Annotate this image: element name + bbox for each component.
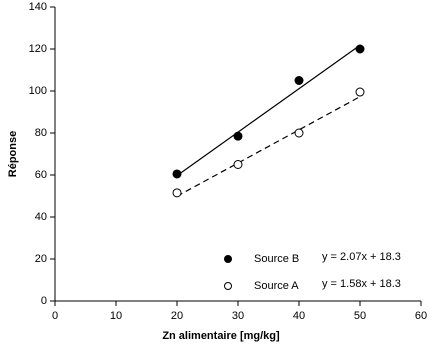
point [172, 169, 182, 179]
x-tick-label: 20 [171, 310, 183, 322]
equation: y = 2.07x + 18.3 [322, 251, 401, 263]
y-axis-label: Réponse [7, 131, 19, 177]
point [355, 87, 365, 97]
point [294, 128, 304, 138]
equation: y = 1.58x + 18.3 [322, 278, 401, 290]
y-tick-label: 60 [35, 169, 47, 181]
trend-line [176, 44, 361, 177]
legend-marker [224, 282, 232, 290]
y-tick-label: 100 [29, 85, 47, 97]
point [233, 160, 243, 169]
trend-line [176, 96, 361, 197]
x-tick-label: 50 [354, 310, 366, 322]
y-tick-label: 140 [29, 1, 47, 13]
legend-label: Source A [254, 280, 299, 292]
x-tick-label: 0 [52, 310, 58, 322]
y-tick-label: 0 [41, 295, 47, 307]
legend-marker [224, 255, 232, 263]
point [233, 131, 243, 141]
x-tick-label: 10 [110, 310, 122, 322]
point [172, 188, 182, 198]
y-tick-label: 120 [29, 43, 47, 55]
y-tick-label: 80 [35, 127, 47, 139]
x-tick-label: 40 [293, 310, 305, 322]
x-tick-label: 30 [232, 310, 244, 322]
y-tick-label: 40 [35, 211, 47, 223]
y-tick-label: 20 [35, 253, 47, 265]
x-tick-label: 60 [415, 310, 427, 322]
point [294, 76, 304, 85]
legend-label: Source B [254, 253, 299, 265]
point [355, 44, 365, 54]
x-axis-label: Zn alimentaire [mg/kg] [162, 330, 280, 342]
